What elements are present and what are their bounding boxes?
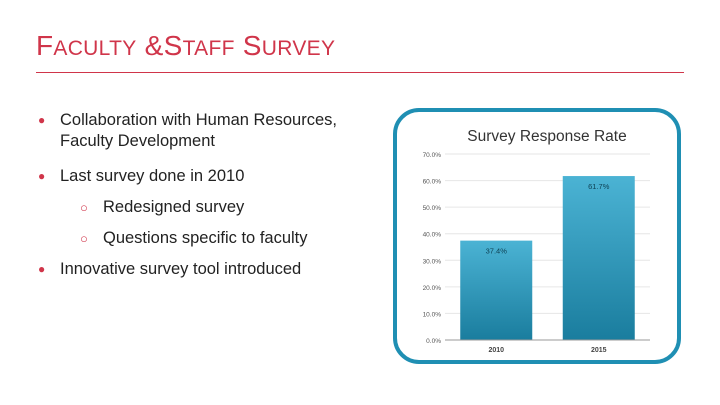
bullet-dot-icon: ●	[38, 169, 46, 183]
y-tick-label: 60.0%	[423, 179, 442, 186]
title-rest: aculty	[53, 37, 137, 60]
y-tick-label: 20.0%	[423, 285, 442, 292]
bullet-text: Faculty Development	[60, 132, 215, 150]
bar-2010	[460, 240, 533, 340]
data-label: 37.4%	[486, 247, 508, 256]
bullet-dot-icon: ●	[38, 262, 46, 276]
bullet-text: Questions specific to faculty	[103, 229, 308, 247]
chart-title: Survey Response Rate	[467, 128, 627, 145]
bullet-dot-icon: ●	[38, 113, 46, 127]
bullet-item: ● Innovative survey tool introduced	[38, 259, 301, 280]
title-word: Staff	[164, 30, 235, 61]
bullet-item: ● Collaboration with Human Resources, Facu…	[38, 110, 337, 152]
y-tick-label: 10.0%	[423, 311, 442, 318]
bullet-ring-icon: ○	[80, 200, 88, 215]
title-word: &	[145, 30, 164, 61]
title-initial: S	[163, 30, 183, 61]
bullet-text: Collaboration with Human Resources,	[60, 111, 337, 129]
title-initial: F	[36, 30, 54, 61]
sub-bullet-item: ○ Redesigned survey	[80, 197, 244, 218]
y-tick-label: 0.0%	[426, 338, 441, 345]
bullet-ring-icon: ○	[80, 231, 88, 246]
bar-chart: 0.0% 10.0% 20.0% 30.0% 40.0% 50.0% 60.0% 70.0% 3…	[423, 152, 650, 354]
x-tick-label: 2015	[591, 347, 607, 354]
title-rest: taff	[182, 37, 235, 60]
title-word: Survey	[243, 30, 335, 61]
slide-title: Faculty &Staff Survey	[36, 30, 335, 62]
bullet-text: Last survey done in 2010	[60, 167, 245, 185]
bullet-text: Innovative survey tool introduced	[60, 260, 302, 278]
title-rest: urvey	[261, 37, 336, 60]
title-underline	[36, 72, 684, 73]
title-word: Faculty	[36, 30, 137, 61]
title-initial: &	[144, 30, 164, 61]
x-tick-label: 2010	[488, 347, 504, 354]
title-initial: S	[242, 30, 262, 61]
sub-bullet-item: ○ Questions specific to faculty	[80, 228, 308, 249]
y-tick-label: 30.0%	[423, 258, 442, 265]
bullet-text: Redesigned survey	[103, 198, 245, 216]
y-tick-label: 70.0%	[423, 152, 442, 159]
bar-2015	[562, 176, 635, 340]
y-tick-label: 40.0%	[423, 232, 442, 239]
data-label: 61.7%	[588, 182, 610, 191]
bullet-item: ● Last survey done in 2010	[38, 166, 244, 187]
y-tick-label: 50.0%	[423, 205, 442, 212]
